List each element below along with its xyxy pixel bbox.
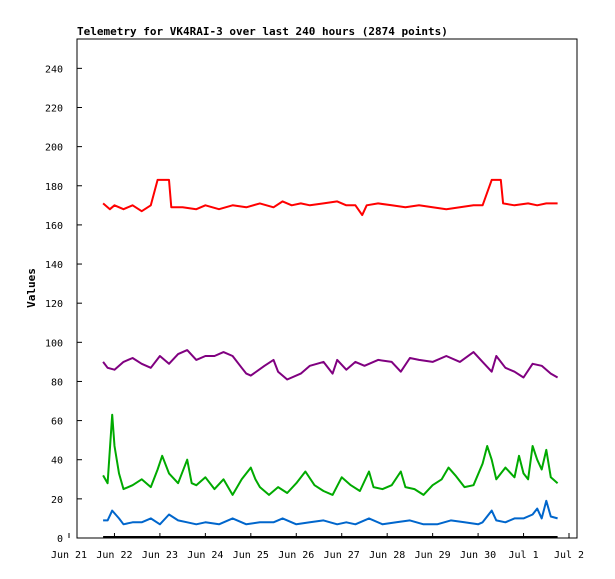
x-tick-label: Jun 21 xyxy=(51,550,87,561)
y-tick-label: 140 xyxy=(45,260,63,271)
y-axis: 0 20 40 60 80 100 120 140 160 180 200 220 240 xyxy=(45,64,82,545)
x-tick-label: Jul 2 xyxy=(554,550,584,561)
y-tick-label: 40 xyxy=(51,456,63,467)
x-axis: Jun 21 Jun 22 Jun 23 Jun 24 Jun 25 Jun 26 Jun … xyxy=(51,533,584,561)
series-line-1 xyxy=(102,349,559,381)
y-tick-label: 180 xyxy=(45,182,63,193)
x-tick-label: Jun 25 xyxy=(233,550,269,561)
series-group xyxy=(102,178,559,538)
y-tick-label: 100 xyxy=(45,338,63,349)
plot-area-frame xyxy=(76,38,578,539)
y-axis-label: Values xyxy=(25,268,38,308)
x-tick-label: Jun 30 xyxy=(460,550,496,561)
chart-title: Telemetry for VK4RAI-3 over last 240 hou… xyxy=(77,25,448,38)
y-tick-label: 60 xyxy=(51,417,63,428)
y-tick-label: 240 xyxy=(45,64,63,75)
x-tick-label: Jun 23 xyxy=(142,550,178,561)
series-line-2 xyxy=(102,413,559,496)
y-tick-label: 0 xyxy=(57,534,63,545)
x-tick-label: Jun 27 xyxy=(324,550,360,561)
y-tick-label: 160 xyxy=(45,221,63,232)
y-tick-label: 80 xyxy=(51,377,63,388)
x-tick-label: Jun 22 xyxy=(96,550,132,561)
x-tick-label: Jun 29 xyxy=(415,550,451,561)
x-tick-label: Jun 24 xyxy=(187,550,223,561)
x-tick-label: Jun 28 xyxy=(369,550,405,561)
y-tick-label: 220 xyxy=(45,103,63,114)
series-line-0 xyxy=(102,178,558,217)
y-tick-label: 120 xyxy=(45,299,63,310)
x-tick-label: Jun 26 xyxy=(278,550,314,561)
y-tick-label: 20 xyxy=(51,495,63,506)
x-tick-label: Jul 1 xyxy=(508,550,538,561)
y-tick-label: 200 xyxy=(45,143,63,154)
series-line-3 xyxy=(103,499,558,526)
